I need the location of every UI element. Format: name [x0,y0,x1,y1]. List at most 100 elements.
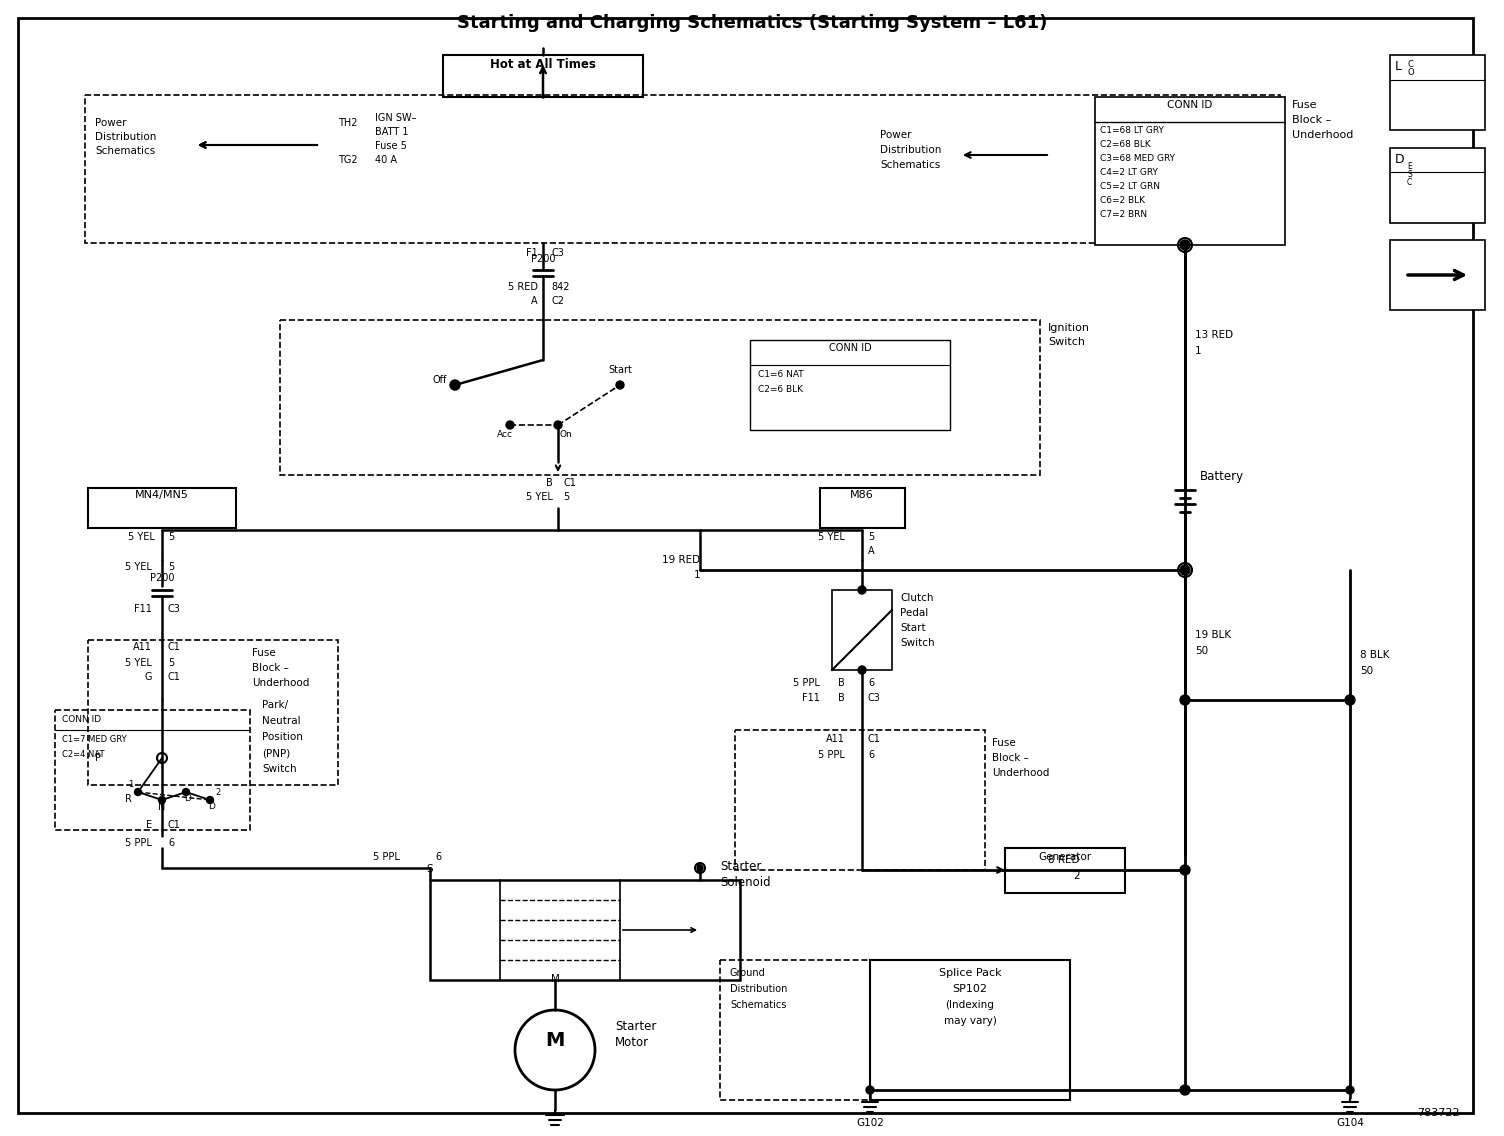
Text: Fuse: Fuse [253,648,275,658]
Text: 50: 50 [1196,646,1208,655]
FancyBboxPatch shape [1095,97,1284,245]
Text: Pedal: Pedal [899,608,928,618]
Text: Underhood: Underhood [993,768,1050,778]
Text: D: D [1396,153,1405,166]
Text: M: M [550,974,559,984]
FancyBboxPatch shape [820,488,905,528]
Text: Motor: Motor [615,1036,650,1049]
Text: 5: 5 [868,532,874,542]
Text: C1: C1 [168,820,180,830]
Text: A: A [531,296,538,306]
Text: C1: C1 [562,478,576,488]
Text: S: S [1408,170,1412,179]
Text: Fuse 5: Fuse 5 [374,141,408,151]
Circle shape [450,381,460,390]
Text: C2=68 BLK: C2=68 BLK [1099,140,1151,149]
FancyBboxPatch shape [1005,847,1125,893]
Circle shape [1181,864,1190,875]
Bar [280,320,1039,475]
Bar [56,710,250,830]
Text: C: C [1408,178,1412,187]
Circle shape [134,788,141,795]
Text: BATT 1: BATT 1 [374,127,409,137]
Text: Splice Pack: Splice Pack [938,968,1002,978]
FancyBboxPatch shape [750,340,951,431]
Bar [735,730,985,870]
Text: 19 BLK: 19 BLK [1196,630,1232,640]
Text: C3: C3 [168,604,180,613]
Text: Fuse: Fuse [1292,100,1318,110]
Text: M: M [546,1030,564,1050]
Text: 5 PPL: 5 PPL [818,750,845,760]
Text: E: E [146,820,152,830]
Text: Park/: Park/ [262,700,289,710]
Text: C6=2 BLK: C6=2 BLK [1099,197,1145,204]
Text: 8 RED: 8 RED [1048,855,1080,864]
FancyBboxPatch shape [18,18,1472,1113]
Circle shape [866,1086,874,1094]
Text: Distribution: Distribution [880,145,942,154]
Text: C1: C1 [168,642,180,652]
Text: Underhood: Underhood [253,678,310,688]
Text: Block –: Block – [253,663,289,673]
Text: Fuse: Fuse [993,738,1015,747]
Circle shape [617,381,624,389]
Text: 6: 6 [168,838,174,847]
Text: Start: Start [899,623,925,633]
FancyBboxPatch shape [1390,55,1484,130]
Text: 13 RED: 13 RED [1196,329,1233,340]
Text: TH2: TH2 [338,118,358,128]
FancyBboxPatch shape [430,880,740,980]
Text: Schematics: Schematics [729,1000,787,1010]
Text: A: A [868,546,875,556]
Text: Power: Power [95,118,126,128]
Circle shape [857,586,866,594]
Text: Neutral: Neutral [262,716,301,726]
Text: C3=68 MED GRY: C3=68 MED GRY [1099,154,1175,162]
Text: P: P [95,753,101,763]
Text: L: L [1396,60,1402,73]
Text: Switch: Switch [1048,337,1084,346]
Text: C2=4 NAT: C2=4 NAT [62,750,104,759]
FancyBboxPatch shape [869,960,1069,1100]
Text: 19 RED: 19 RED [662,556,699,565]
Text: C: C [1408,60,1412,69]
Text: Schematics: Schematics [95,147,155,156]
Text: D: D [185,794,191,803]
Circle shape [553,421,562,429]
Text: Solenoid: Solenoid [720,876,770,889]
Text: Distribution: Distribution [95,132,156,142]
Text: 783722: 783722 [1417,1108,1460,1118]
Text: Start: Start [608,365,632,375]
Circle shape [158,796,165,803]
Circle shape [206,796,214,803]
Text: SP102: SP102 [952,984,988,994]
Text: Switch: Switch [899,638,934,648]
Text: 2: 2 [215,788,220,797]
Text: Ignition: Ignition [1048,323,1090,333]
Text: C4=2 LT GRY: C4=2 LT GRY [1099,168,1158,177]
Text: 5: 5 [562,492,569,502]
Text: 1: 1 [1196,346,1202,356]
Circle shape [1346,1086,1354,1094]
Circle shape [1345,695,1355,705]
Text: G: G [144,673,152,682]
Text: 1: 1 [693,570,699,580]
Text: Distribution: Distribution [729,984,788,994]
Text: 5 PPL: 5 PPL [125,838,152,847]
Text: S: S [427,864,433,874]
Text: 50: 50 [1360,666,1373,676]
Text: P200: P200 [531,254,555,264]
Circle shape [1181,240,1190,250]
Text: C1=68 LT GRY: C1=68 LT GRY [1099,126,1164,135]
Text: Power: Power [880,130,911,140]
Circle shape [857,666,866,674]
FancyBboxPatch shape [89,488,236,528]
Text: CONN ID: CONN ID [829,343,871,353]
Bar [86,95,1280,243]
Text: F11: F11 [134,604,152,613]
Circle shape [182,788,190,795]
FancyBboxPatch shape [1390,240,1484,310]
Text: TG2: TG2 [338,154,358,165]
Text: Starter: Starter [615,1020,656,1033]
